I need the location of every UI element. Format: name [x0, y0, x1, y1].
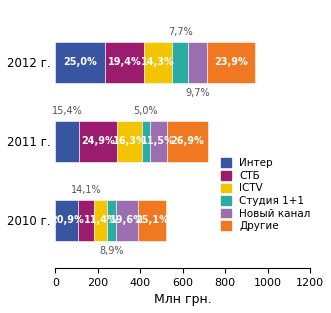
- Text: 19,4%: 19,4%: [108, 57, 141, 67]
- X-axis label: Млн грн.: Млн грн.: [154, 293, 212, 306]
- Bar: [138, 200, 166, 241]
- Legend: Интер, СТБ, ICTV, Студия 1+1, Новый канал, Другие: Интер, СТБ, ICTV, Студия 1+1, Новый кана…: [218, 156, 313, 233]
- Bar: [207, 42, 255, 83]
- Text: 19,6%: 19,6%: [110, 215, 144, 225]
- Text: 14,1%: 14,1%: [71, 185, 102, 195]
- Bar: [105, 42, 144, 83]
- Text: 26,9%: 26,9%: [171, 136, 205, 146]
- Bar: [117, 200, 138, 241]
- Bar: [117, 121, 142, 162]
- Text: 25,1%: 25,1%: [135, 215, 169, 225]
- Text: 25,0%: 25,0%: [64, 57, 97, 67]
- Bar: [55, 121, 79, 162]
- Text: 7,7%: 7,7%: [168, 27, 193, 37]
- Bar: [142, 121, 150, 162]
- Bar: [150, 121, 167, 162]
- Bar: [167, 121, 208, 162]
- Bar: [172, 42, 188, 83]
- Bar: [107, 200, 117, 241]
- Text: 24,9%: 24,9%: [81, 136, 115, 146]
- Text: 11,5%: 11,5%: [141, 136, 175, 146]
- Bar: [55, 42, 105, 83]
- Text: 20,9%: 20,9%: [50, 215, 84, 225]
- Text: 16,3%: 16,3%: [113, 136, 146, 146]
- Text: 14,3%: 14,3%: [141, 57, 175, 67]
- Bar: [79, 121, 117, 162]
- Text: 8,9%: 8,9%: [99, 246, 124, 256]
- Text: 23,9%: 23,9%: [214, 57, 248, 67]
- Bar: [94, 200, 107, 241]
- Bar: [144, 42, 172, 83]
- Bar: [188, 42, 207, 83]
- Text: 5,0%: 5,0%: [133, 106, 158, 116]
- Text: 9,7%: 9,7%: [185, 88, 210, 98]
- Text: 11,4%: 11,4%: [83, 215, 117, 225]
- Bar: [78, 200, 94, 241]
- Text: 15,4%: 15,4%: [52, 106, 82, 116]
- Bar: [55, 200, 78, 241]
